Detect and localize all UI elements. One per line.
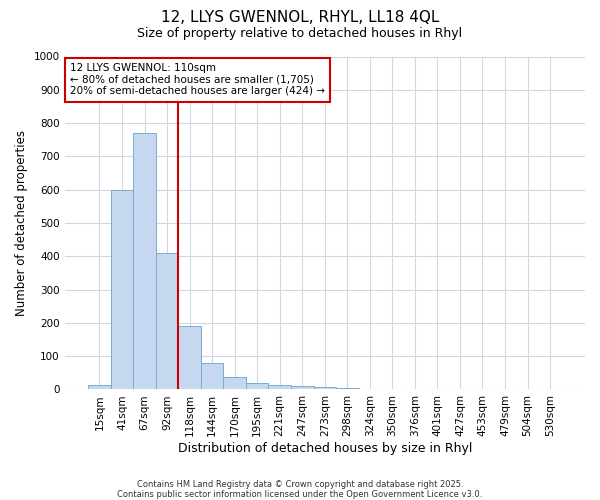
- Text: Contains public sector information licensed under the Open Government Licence v3: Contains public sector information licen…: [118, 490, 482, 499]
- Text: 12 LLYS GWENNOL: 110sqm
← 80% of detached houses are smaller (1,705)
20% of semi: 12 LLYS GWENNOL: 110sqm ← 80% of detache…: [70, 63, 325, 96]
- Bar: [178, 326, 201, 390]
- Bar: [201, 364, 223, 390]
- Bar: [88, 386, 111, 390]
- Text: Size of property relative to detached houses in Rhyl: Size of property relative to detached ho…: [137, 28, 463, 40]
- Bar: [268, 386, 291, 390]
- X-axis label: Distribution of detached houses by size in Rhyl: Distribution of detached houses by size …: [178, 442, 472, 455]
- Bar: [246, 384, 268, 390]
- Bar: [156, 253, 178, 390]
- Text: Contains HM Land Registry data © Crown copyright and database right 2025.: Contains HM Land Registry data © Crown c…: [137, 480, 463, 489]
- Bar: [133, 133, 156, 390]
- Bar: [291, 386, 314, 390]
- Y-axis label: Number of detached properties: Number of detached properties: [15, 130, 28, 316]
- Bar: [314, 387, 336, 390]
- Text: 12, LLYS GWENNOL, RHYL, LL18 4QL: 12, LLYS GWENNOL, RHYL, LL18 4QL: [161, 10, 439, 25]
- Bar: [223, 377, 246, 390]
- Bar: [111, 190, 133, 390]
- Bar: [336, 388, 359, 390]
